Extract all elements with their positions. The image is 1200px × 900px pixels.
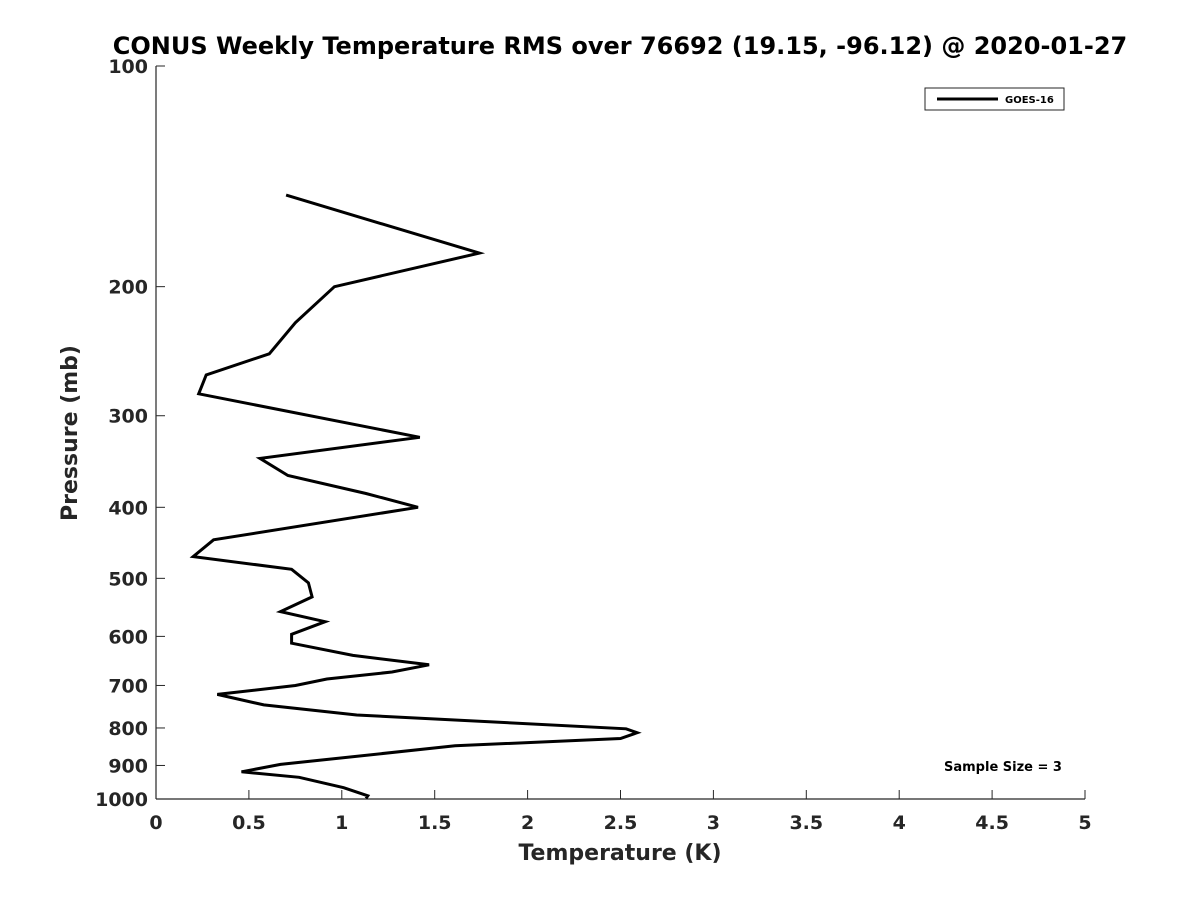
plot-area: 0 0.5 1 1.5 2 2.5 3 3.5 4 4.5 5 100 200 300 400 500 600… [95,56,1092,834]
x-tick-label: 4 [893,812,906,834]
y-axis-label: Pressure (mb) [58,345,83,521]
y-tick-label: 400 [108,497,148,519]
legend: GOES-16 [924,87,1065,111]
y-tick-label: 300 [108,406,148,428]
x-tick-label: 1.5 [418,812,452,834]
x-tick-label: 1 [335,812,348,834]
x-tick-label: 5 [1078,812,1091,834]
sample-size-annotation: Sample Size = 3 [944,760,1062,775]
y-tick-label: 700 [108,675,148,697]
x-tick-label: 2 [521,812,534,834]
y-tick-label: 500 [108,568,148,590]
y-tick-label: 800 [108,718,148,740]
legend-label-goes-16: GOES-16 [1005,95,1054,106]
x-tick-label: 0.5 [232,812,266,834]
x-tick-label: 3 [707,812,720,834]
x-axis-ticks: 0 0.5 1 1.5 2 2.5 3 3.5 4 4.5 5 [149,790,1092,834]
x-axis-label: Temperature (K) [518,841,721,866]
x-tick-label: 4.5 [975,812,1009,834]
y-tick-label: 900 [108,755,148,777]
x-tick-label: 3.5 [789,812,823,834]
y-tick-label: 200 [108,277,148,299]
series-line-goes-16 [189,193,642,800]
y-tick-label: 1000 [95,789,148,811]
x-tick-label: 0 [149,812,162,834]
y-tick-label: 100 [108,56,148,78]
chart-title: CONUS Weekly Temperature RMS over 76692 … [113,32,1127,60]
y-axis-ticks: 100 200 300 400 500 600 700 800 900 1000 [95,56,165,811]
series-layer [189,193,642,800]
y-tick-label: 600 [108,626,148,648]
x-tick-label: 2.5 [604,812,638,834]
